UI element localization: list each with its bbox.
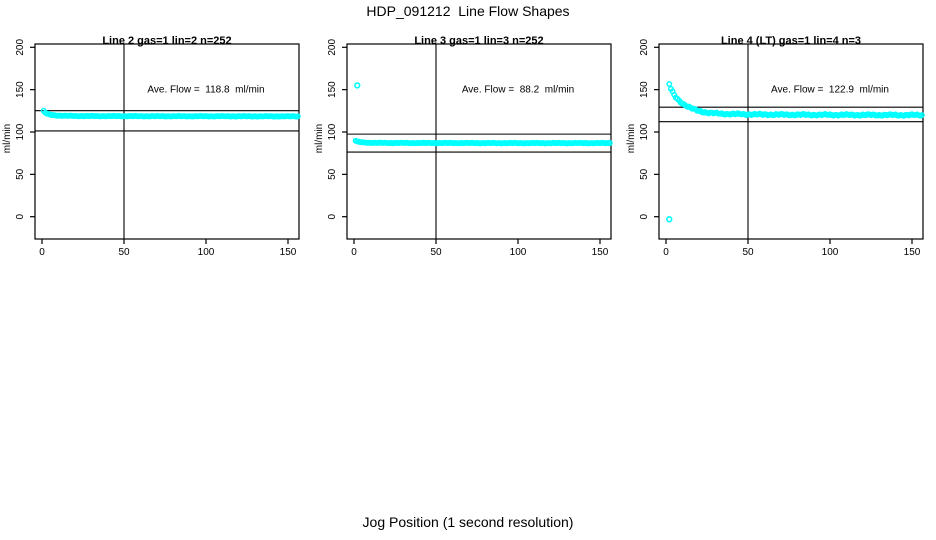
y-tick-label: 0	[15, 213, 26, 219]
data-point	[918, 112, 925, 119]
x-tick-label: 50	[118, 247, 130, 258]
x-tick-label: 100	[198, 247, 215, 258]
x-axis-label: Jog Position (1 second resolution)	[362, 514, 574, 530]
outlier-point	[354, 82, 361, 89]
plot-box	[658, 43, 924, 240]
data-point	[666, 81, 673, 88]
ave-flow-annotation: Ave. Flow = 122.9 ml/min	[771, 84, 889, 96]
data-point	[294, 113, 301, 120]
x-tick-label: 150	[280, 247, 297, 258]
y-tick-label: 150	[639, 81, 650, 98]
y-tick-label: 150	[327, 81, 338, 98]
x-tick-label: 150	[592, 247, 609, 258]
y-tick-label: 50	[15, 168, 26, 180]
y-tick-label: 50	[327, 168, 338, 180]
y-tick-label: 200	[15, 39, 26, 56]
plot-box	[34, 43, 300, 240]
y-tick-label: 150	[15, 81, 26, 98]
y-axis-title: ml/min	[626, 124, 637, 153]
x-tick-label: 100	[822, 247, 839, 258]
panel-title: Line 4 (LT) gas=1 lin=4 n=3	[720, 35, 862, 47]
y-tick-label: 0	[327, 213, 338, 219]
x-tick-label: 150	[904, 247, 921, 258]
outlier-point	[666, 216, 673, 223]
x-tick-label: 50	[742, 247, 754, 258]
panel-line4: Line 4 (LT) gas=1 lin=4 n=3 Ave. Flow = …	[659, 35, 923, 239]
y-axis-title: ml/min	[2, 124, 13, 153]
ave-flow-annotation: Ave. Flow = 118.8 ml/min	[147, 84, 265, 96]
y-tick-label: 100	[327, 123, 338, 140]
x-tick-label: 0	[663, 247, 669, 258]
panel-title: Line 2 gas=1 lin=2 n=252	[102, 35, 232, 47]
main-title: HDP_091212 Line Flow Shapes	[366, 3, 570, 19]
y-tick-label: 200	[639, 39, 650, 56]
panel-line2: Line 2 gas=1 lin=2 n=252 Ave. Flow = 118…	[35, 35, 299, 239]
y-tick-label: 50	[639, 168, 650, 180]
x-tick-label: 0	[351, 247, 357, 258]
x-tick-label: 50	[430, 247, 442, 258]
ave-flow-annotation: Ave. Flow = 88.2 ml/min	[461, 84, 575, 96]
panel-line3: Line 3 gas=1 lin=3 n=252 Ave. Flow = 88.…	[347, 35, 611, 239]
y-tick-label: 0	[639, 213, 650, 219]
x-tick-label: 100	[510, 247, 527, 258]
x-tick-label: 0	[39, 247, 45, 258]
y-tick-label: 200	[327, 39, 338, 56]
y-tick-label: 100	[15, 123, 26, 140]
y-tick-label: 100	[639, 123, 650, 140]
y-axis-title: ml/min	[314, 124, 325, 153]
panel-title: Line 3 gas=1 lin=3 n=252	[414, 35, 544, 47]
data-point	[606, 140, 613, 147]
